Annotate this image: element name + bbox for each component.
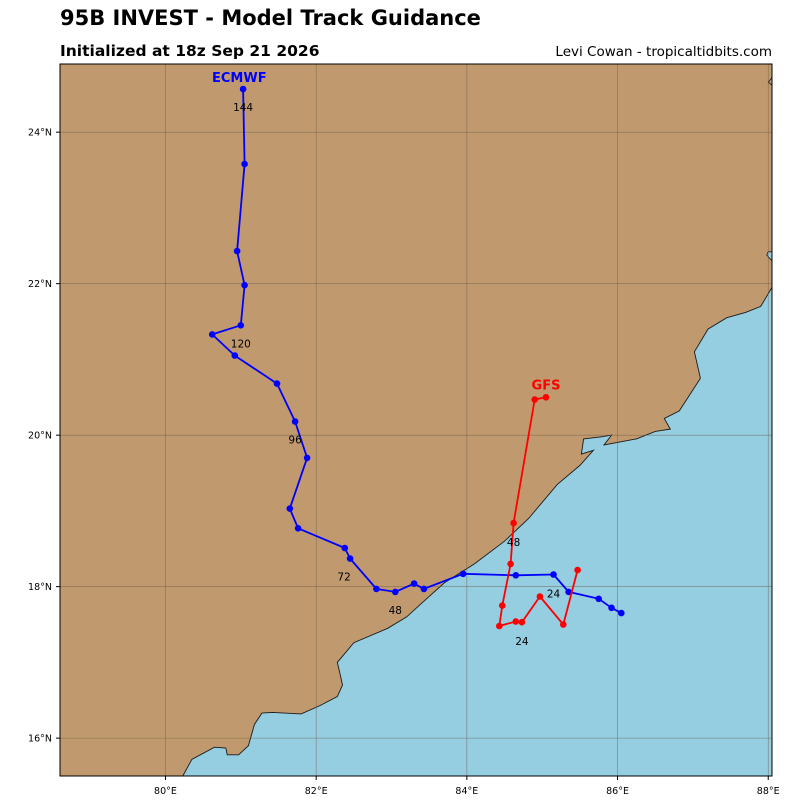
gfs-track-point [536,593,544,600]
ecmwf-track-point [346,555,354,562]
ecmwf-hour-label: 96 [288,435,302,447]
track-labels: 24 48 72 96 120 144 ECMWF 24 48 GFS [212,71,560,648]
ecmwf-track-point [512,572,520,579]
ecmwf-track-point [595,595,602,603]
x-tick-label: 84°E [455,786,478,797]
ecmwf-track-point [239,85,247,93]
ecmwf-hour-label: 120 [231,338,251,350]
ecmwf-model-label: ECMWF [212,71,267,86]
plot-frame [59,63,773,777]
ecmwf-track-point [410,580,418,587]
gfs-hour-label: 48 [507,537,520,549]
coastline [182,287,772,776]
ecmwf-hour-label: 144 [233,102,253,114]
ecmwf-track-point [233,247,241,255]
ecmwf-track-point [392,588,399,596]
y-tick-label: 20°N [28,431,52,442]
ecmwf-track-point [550,571,557,578]
gfs-track-point [496,622,503,630]
ecmwf-hour-label: 48 [389,605,402,617]
gfs-hour-label: 24 [515,636,529,648]
ecmwf-hour-label: 72 [337,572,350,584]
credit-label: Levi Cowan - tropicaltidbits.com [555,44,772,60]
x-tick-label: 88°E [757,786,780,797]
y-tick-label: 18°N [28,582,52,593]
x-tick-label: 86°E [606,786,629,797]
ecmwf-track-point [303,454,311,462]
gfs-track-point [542,394,550,401]
init-time-subtitle: Initialized at 18z Sep 21 2026 [60,42,320,60]
ecmwf-track-point [373,585,380,593]
ecmwf-track-point [241,281,248,289]
x-tick-label: 80°E [154,786,177,797]
y-tick-label: 24°N [28,128,52,139]
ecmwf-track-point [565,588,572,596]
gfs-track-point [574,566,581,574]
bay-of-bengal [182,287,772,776]
ecmwf-track-point [459,570,467,578]
ecmwf-track-point [608,604,615,612]
chart-title: 95B INVEST - Model Track Guidance [60,6,481,30]
gfs-track-point [518,618,526,626]
ecmwf-track-point [208,331,216,338]
ecmwf-track-point [294,525,302,532]
gfs-track-point [507,560,514,568]
ecmwf-track-point [241,160,248,168]
ecmwf-track-point [273,380,281,387]
gfs-track-point [512,618,520,625]
ecmwf-track-point [237,322,245,329]
x-tick-label: 82°E [305,786,328,797]
gfs-track-point [499,602,506,609]
gfs-model-label: GFS [532,379,561,394]
ecmwf-track-point [420,585,428,593]
lat-lon-grid [60,64,772,776]
ecmwf-track-point [618,609,625,617]
gfs-track-point [510,519,517,527]
ecmwf-track-point [231,352,239,359]
y-tick-label: 22°N [28,279,52,290]
ecmwf-track-point [286,505,294,512]
ecmwf-track-point [291,418,299,425]
axis-ticks: 80°E 82°E 84°E 86°E 88°E 16°N 18°N 20°N 22°N 24°N [28,128,780,797]
ecmwf-hour-label: 24 [547,589,561,601]
gfs-track-point [531,396,538,403]
ecmwf-track-point [341,544,349,552]
y-tick-label: 16°N [28,734,52,745]
model-tracks [208,85,625,630]
gfs-track-point [560,621,567,628]
